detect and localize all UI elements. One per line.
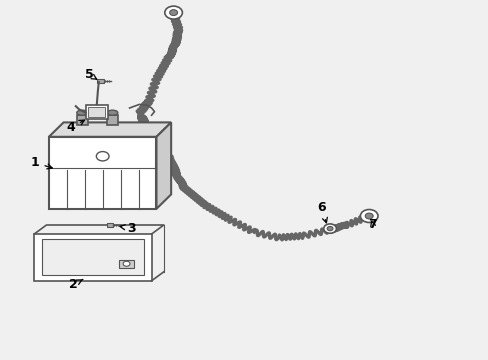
Bar [107,115,118,125]
Bar [97,80,103,82]
Bar [88,107,105,117]
Circle shape [96,152,109,161]
Circle shape [365,213,372,219]
Circle shape [164,6,182,19]
Polygon shape [156,122,171,209]
Circle shape [123,261,130,266]
Bar [41,239,144,275]
Bar [34,234,151,281]
Bar [49,137,156,209]
Text: 4: 4 [66,120,84,134]
Text: 3: 3 [120,222,135,235]
Text: 6: 6 [317,201,326,223]
Ellipse shape [77,110,87,115]
Bar [119,260,134,268]
Text: 2: 2 [69,278,83,291]
Bar [106,224,113,226]
Ellipse shape [107,110,118,115]
Circle shape [326,226,332,231]
Text: 5: 5 [84,68,97,81]
Bar [77,115,87,125]
Circle shape [323,224,336,233]
Circle shape [169,10,177,15]
Bar [85,105,107,119]
Text: 7: 7 [367,218,376,231]
Text: 1: 1 [31,156,52,169]
Circle shape [360,210,377,222]
Polygon shape [49,122,171,137]
